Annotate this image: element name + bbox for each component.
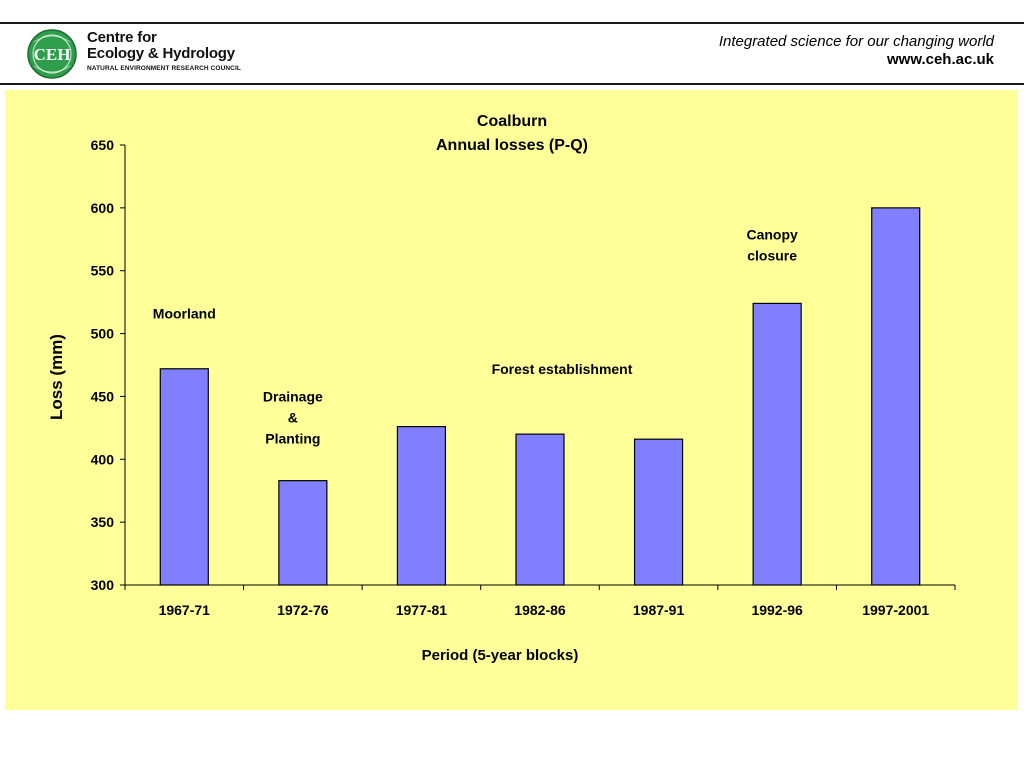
x-tick-label: 1967-71 <box>159 602 211 618</box>
y-tick-label: 450 <box>91 388 115 404</box>
bar-1987-91 <box>633 438 684 586</box>
bar-1967-71 <box>159 368 209 586</box>
logo-line-1: Centre for <box>87 29 157 46</box>
y-tick-label: 400 <box>91 451 115 467</box>
y-tick-label: 300 <box>91 577 115 593</box>
y-tick-labels: 300 350 400 450 500 550 600 650 <box>91 137 115 593</box>
chart-title-line-1: Coalburn <box>477 113 547 130</box>
y-tick-label: 350 <box>91 514 115 530</box>
annotation-2-line-2: & <box>288 409 298 425</box>
tagline-text: Integrated science for our changing worl… <box>718 33 994 50</box>
bar-1977-81 <box>396 426 447 586</box>
chart-title-line-2: Annual losses (P-Q) <box>436 137 588 154</box>
y-tick-label: 550 <box>91 263 115 279</box>
annotation-3-line-1: Forest establishment <box>492 361 633 377</box>
y-tick-label: 600 <box>91 200 115 216</box>
x-tick-label: 1997-2001 <box>862 602 929 618</box>
header-bottom-rule <box>0 83 1024 85</box>
annotation-4-line-1: Canopy <box>746 226 798 242</box>
chart-panel: Coalburn Annual losses (P-Q) 1967-71 1972… <box>5 90 1018 710</box>
website-url: www.ceh.ac.uk <box>887 51 994 68</box>
x-tick-label: 1972-76 <box>277 602 329 618</box>
y-axis-label: Loss (mm) <box>47 334 66 420</box>
logo-wordmark: Centre for Ecology & Hydrology NATURAL E… <box>87 29 287 73</box>
bar-1997-2001 <box>871 207 921 586</box>
y-tick-label: 650 <box>91 137 115 153</box>
logo-mark-text: CEH <box>34 45 71 64</box>
logo-line-3: NATURAL ENVIRONMENT RESEARCH COUNCIL <box>87 65 241 72</box>
x-tick-label: 1977-81 <box>396 602 448 618</box>
ceh-logo-mark-icon: CEH <box>27 29 77 79</box>
header-tagline: Integrated science for our changing worl… <box>719 33 994 69</box>
logo-line-2: Ecology & Hydrology <box>87 45 235 62</box>
x-tick-labels: 1967-71 1972-76 1977-81 1982-86 1987-91 1992-… <box>159 602 930 618</box>
ceh-logo: CEH Centre for Ecology & Hydrology NATUR… <box>25 28 265 80</box>
bar-1992-96 <box>752 302 802 586</box>
annotation-2-line-1: Drainage <box>263 388 323 404</box>
bar-1972-76 <box>278 480 328 586</box>
x-axis-label: Period (5-year blocks) <box>422 647 579 664</box>
annotation-4-line-2: closure <box>747 247 797 263</box>
chart-bars <box>159 207 921 586</box>
annotation-2-line-3: Planting <box>265 430 320 446</box>
x-tick-label: 1992-96 <box>751 602 803 618</box>
chart-annotations: Moorland Drainage & Planting Forest establis… <box>153 226 798 446</box>
bar-chart: Coalburn Annual losses (P-Q) 1967-71 1972… <box>47 113 956 664</box>
y-tick-label: 500 <box>91 326 115 342</box>
x-tick-label: 1982-86 <box>514 602 566 618</box>
x-tick-label: 1987-91 <box>633 602 685 618</box>
header-top-rule <box>0 22 1024 24</box>
bar-1982-86 <box>515 433 565 586</box>
annotation-1-line-1: Moorland <box>153 305 216 321</box>
